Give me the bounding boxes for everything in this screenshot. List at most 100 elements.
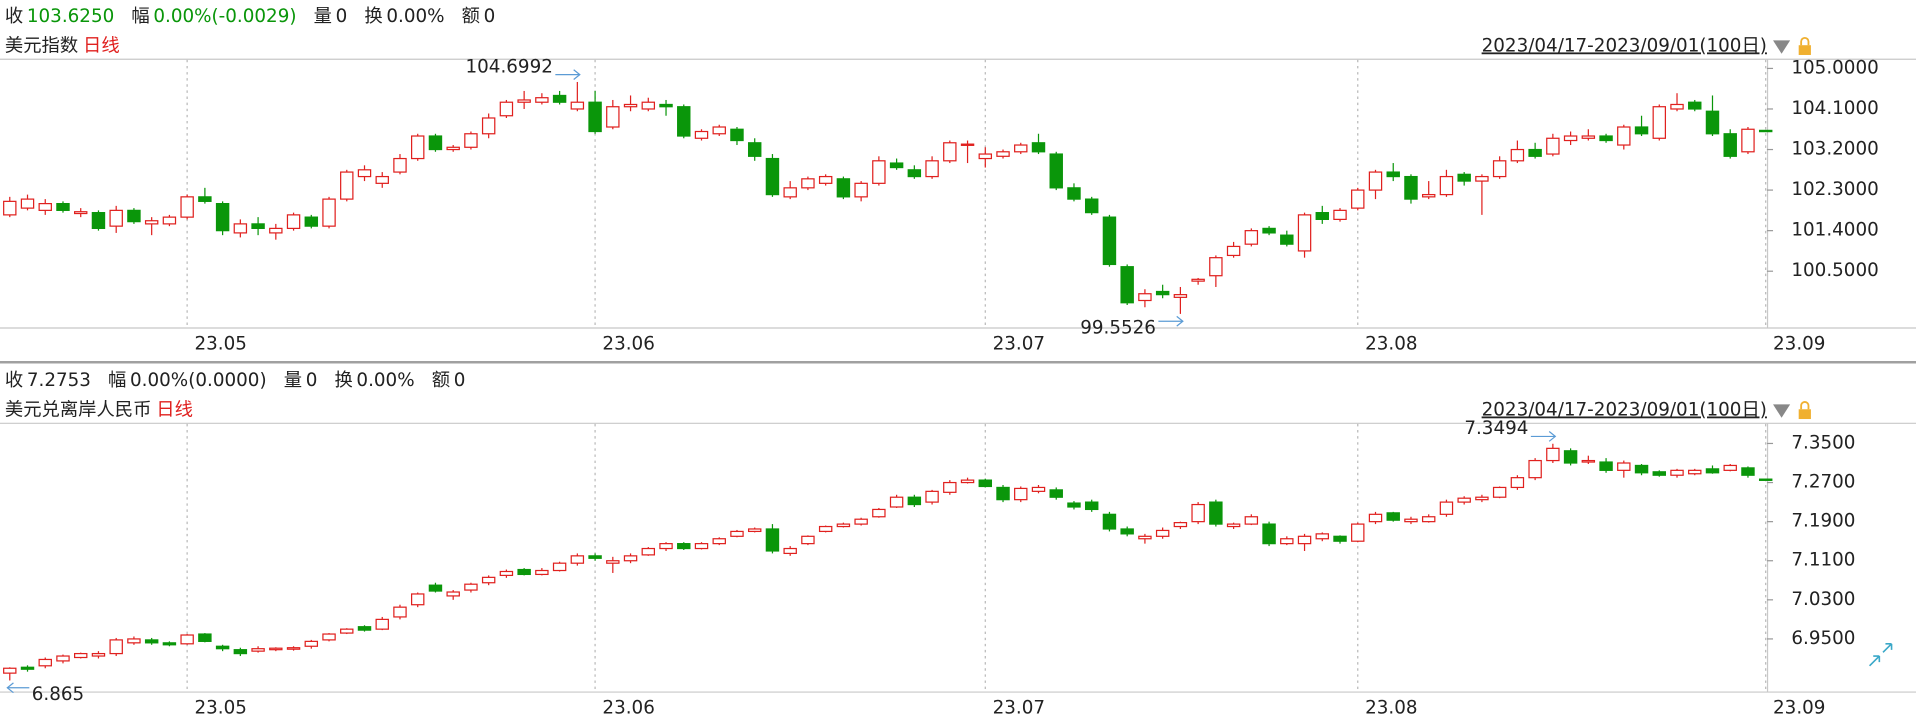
candle-body <box>269 227 283 234</box>
candle-body <box>1510 148 1525 162</box>
candle-body <box>1546 447 1560 462</box>
candle-body <box>127 209 141 223</box>
candle-body <box>1084 198 1099 214</box>
candle-body <box>552 562 567 572</box>
candle-body <box>1120 528 1134 535</box>
candle-body <box>1617 462 1631 471</box>
extreme-label: 104.6992 <box>466 56 553 77</box>
extreme-label: 7.3494 <box>1464 418 1528 439</box>
candle-body <box>1351 189 1365 209</box>
candle-body <box>1226 245 1241 257</box>
candle-body <box>694 130 709 139</box>
y-tick-label: 7.1100 <box>1791 550 1855 571</box>
resize-arrow <box>1882 643 1893 653</box>
candle-body <box>872 508 886 518</box>
y-tick-label: 7.0300 <box>1791 589 1855 610</box>
candle-body <box>481 576 496 584</box>
candle-body <box>996 486 1010 501</box>
dropdown-arrow[interactable] <box>1773 40 1791 54</box>
candle-body <box>56 203 70 211</box>
candle-body <box>1404 518 1418 523</box>
candle-body <box>872 160 886 184</box>
candle-body <box>677 106 691 137</box>
candle-body <box>1049 489 1063 498</box>
candle-body <box>1120 266 1134 304</box>
candle-body <box>1634 126 1649 135</box>
y-tick-label: 7.1900 <box>1791 511 1855 532</box>
candle-body <box>606 560 620 564</box>
candle-body <box>641 101 656 110</box>
candle-body <box>198 196 212 202</box>
candle-body <box>1155 290 1170 296</box>
candle-body <box>836 523 851 528</box>
candle-body <box>1510 477 1525 489</box>
candle-body <box>91 212 106 230</box>
candle-body <box>925 490 939 503</box>
candle-body <box>499 570 514 577</box>
extreme-arrowhead <box>6 682 14 694</box>
lock-icon[interactable] <box>1798 409 1811 420</box>
candle-body <box>1155 529 1170 537</box>
y-tick-label: 7.2700 <box>1791 472 1855 493</box>
info-value: 0.00% <box>386 6 444 27</box>
candle-body <box>1439 501 1454 515</box>
candle-body <box>215 645 230 650</box>
candle-body <box>1758 478 1773 481</box>
candle-body <box>801 535 815 545</box>
candle-body <box>56 655 70 662</box>
candle-body <box>1014 144 1028 153</box>
candle-body <box>677 543 691 550</box>
resize-icon[interactable] <box>1869 643 1893 667</box>
candle-body <box>1581 135 1596 139</box>
candle-body <box>747 142 762 157</box>
x-tick-label: 23.08 <box>1365 698 1417 719</box>
candle-body <box>322 633 336 641</box>
candle-body <box>464 133 478 148</box>
candle-body <box>1173 522 1188 528</box>
extreme-label: 6.865 <box>32 684 84 705</box>
candle-body <box>1244 516 1259 525</box>
candle-body <box>1652 106 1667 139</box>
candle-body <box>1084 501 1099 511</box>
candle-body <box>481 117 496 135</box>
info-label: 换 <box>334 370 352 391</box>
x-tick-label: 23.05 <box>194 334 246 355</box>
candle-body <box>1634 464 1649 474</box>
candle-body <box>854 182 868 198</box>
date-range[interactable]: 2023/04/17-2023/09/01(100日) <box>1482 35 1767 56</box>
candle-body <box>765 528 780 552</box>
candle-body <box>1563 450 1578 464</box>
candle-body <box>783 547 797 555</box>
candle-body <box>1599 461 1613 471</box>
candle-body <box>1705 110 1720 135</box>
candle-body <box>322 198 336 227</box>
extreme-label: 99.5526 <box>1080 318 1156 339</box>
candle-body <box>570 555 585 564</box>
candle-body <box>1492 160 1507 178</box>
candle-body <box>499 101 514 117</box>
candle-body <box>1421 516 1436 523</box>
candle-body <box>623 103 638 108</box>
info-line: 收 7.2753 幅 0.00%(0.0000) 量 0 换 0.00% 额 0 <box>5 370 465 391</box>
dropdown-arrow[interactable] <box>1773 404 1791 418</box>
candle-body <box>960 479 975 484</box>
lock-icon[interactable] <box>1798 45 1811 55</box>
candle-body <box>1457 497 1471 503</box>
candle-body <box>20 198 35 209</box>
candle-body <box>1191 503 1205 523</box>
candle-body <box>180 196 194 218</box>
date-range[interactable]: 2023/04/17-2023/09/01(100日) <box>1482 399 1767 420</box>
candle-body <box>38 203 52 211</box>
candle-body <box>1581 459 1596 463</box>
candle-body <box>1262 227 1276 234</box>
info-value: 7.2753 <box>27 370 91 391</box>
candle-body <box>1280 538 1294 545</box>
candle-body <box>1670 469 1684 476</box>
candle-body <box>1297 214 1312 252</box>
candle-body <box>1067 187 1081 200</box>
candle-body <box>1368 171 1383 191</box>
candle-body <box>907 169 922 178</box>
candle-body <box>818 525 833 533</box>
candle-body <box>1457 173 1471 182</box>
